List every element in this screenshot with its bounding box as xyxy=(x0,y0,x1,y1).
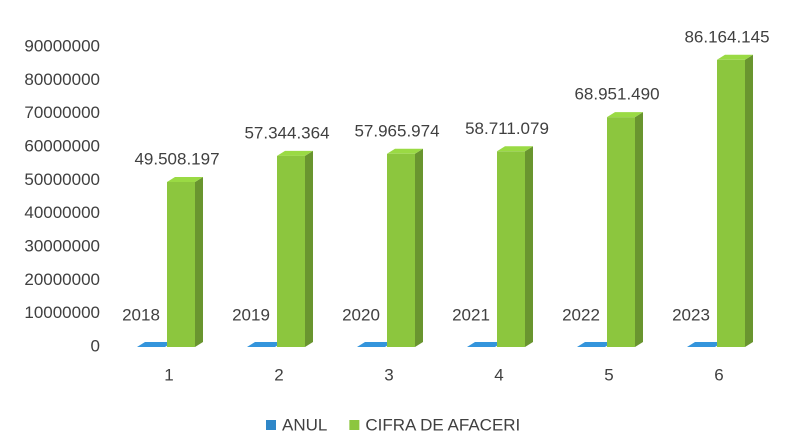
bar-top xyxy=(497,146,533,152)
y-tick-label: 60000000 xyxy=(24,136,100,155)
data-label: 2019 xyxy=(232,305,270,324)
bar xyxy=(167,181,195,347)
x-tick-label: 2 xyxy=(274,365,283,384)
y-tick-label: 0 xyxy=(91,336,100,355)
bar-side xyxy=(635,112,643,347)
data-label: 2021 xyxy=(452,305,490,324)
data-label: 58.711.079 xyxy=(465,119,549,138)
y-tick-label: 50000000 xyxy=(24,170,100,189)
bar-top xyxy=(247,341,283,347)
bar-top xyxy=(607,112,643,118)
bar xyxy=(277,155,305,347)
y-tick-label: 30000000 xyxy=(24,236,100,255)
legend-swatch xyxy=(349,420,360,430)
y-tick-label: 40000000 xyxy=(24,203,100,222)
legend-label: CIFRA DE AFACERI xyxy=(365,415,520,434)
bar-top xyxy=(167,176,203,182)
y-tick-label: 70000000 xyxy=(24,103,100,122)
data-label: 2023 xyxy=(672,305,710,324)
data-label: 68.951.490 xyxy=(574,85,659,104)
y-tick-label: 80000000 xyxy=(24,70,100,89)
data-label: 2018 xyxy=(122,305,160,324)
data-label: 57.344.364 xyxy=(244,123,329,142)
bar-side xyxy=(525,146,533,347)
data-label: 49.508.197 xyxy=(134,149,219,168)
data-label: 57.965.974 xyxy=(354,121,439,140)
legend-swatch xyxy=(266,420,276,430)
bar-top xyxy=(357,341,393,347)
y-tick-label: 20000000 xyxy=(24,270,100,289)
bar-top xyxy=(387,148,423,154)
bar-top xyxy=(717,54,753,60)
bar xyxy=(717,59,745,347)
bar-side xyxy=(745,54,753,347)
x-tick-label: 3 xyxy=(384,365,393,384)
bar-side xyxy=(415,148,423,347)
bar-top xyxy=(577,341,613,347)
y-tick-label: 90000000 xyxy=(24,36,100,55)
bar-side xyxy=(195,176,203,347)
bar-top xyxy=(137,341,173,347)
x-tick-label: 6 xyxy=(714,365,723,384)
x-tick-label: 1 xyxy=(164,365,173,384)
x-tick-label: 4 xyxy=(494,365,503,384)
data-label: 2020 xyxy=(342,305,380,324)
data-label: 86.164.145 xyxy=(684,27,769,46)
legend-label: ANUL xyxy=(282,415,327,434)
bar-top xyxy=(467,341,503,347)
bar xyxy=(607,117,635,347)
x-tick-label: 5 xyxy=(604,365,613,384)
y-tick-label: 10000000 xyxy=(24,303,100,322)
bar xyxy=(497,151,525,347)
bar xyxy=(387,153,415,347)
bar-top xyxy=(687,341,723,347)
data-label: 2022 xyxy=(562,305,600,324)
bar-top xyxy=(277,150,313,156)
bar-side xyxy=(305,150,313,347)
